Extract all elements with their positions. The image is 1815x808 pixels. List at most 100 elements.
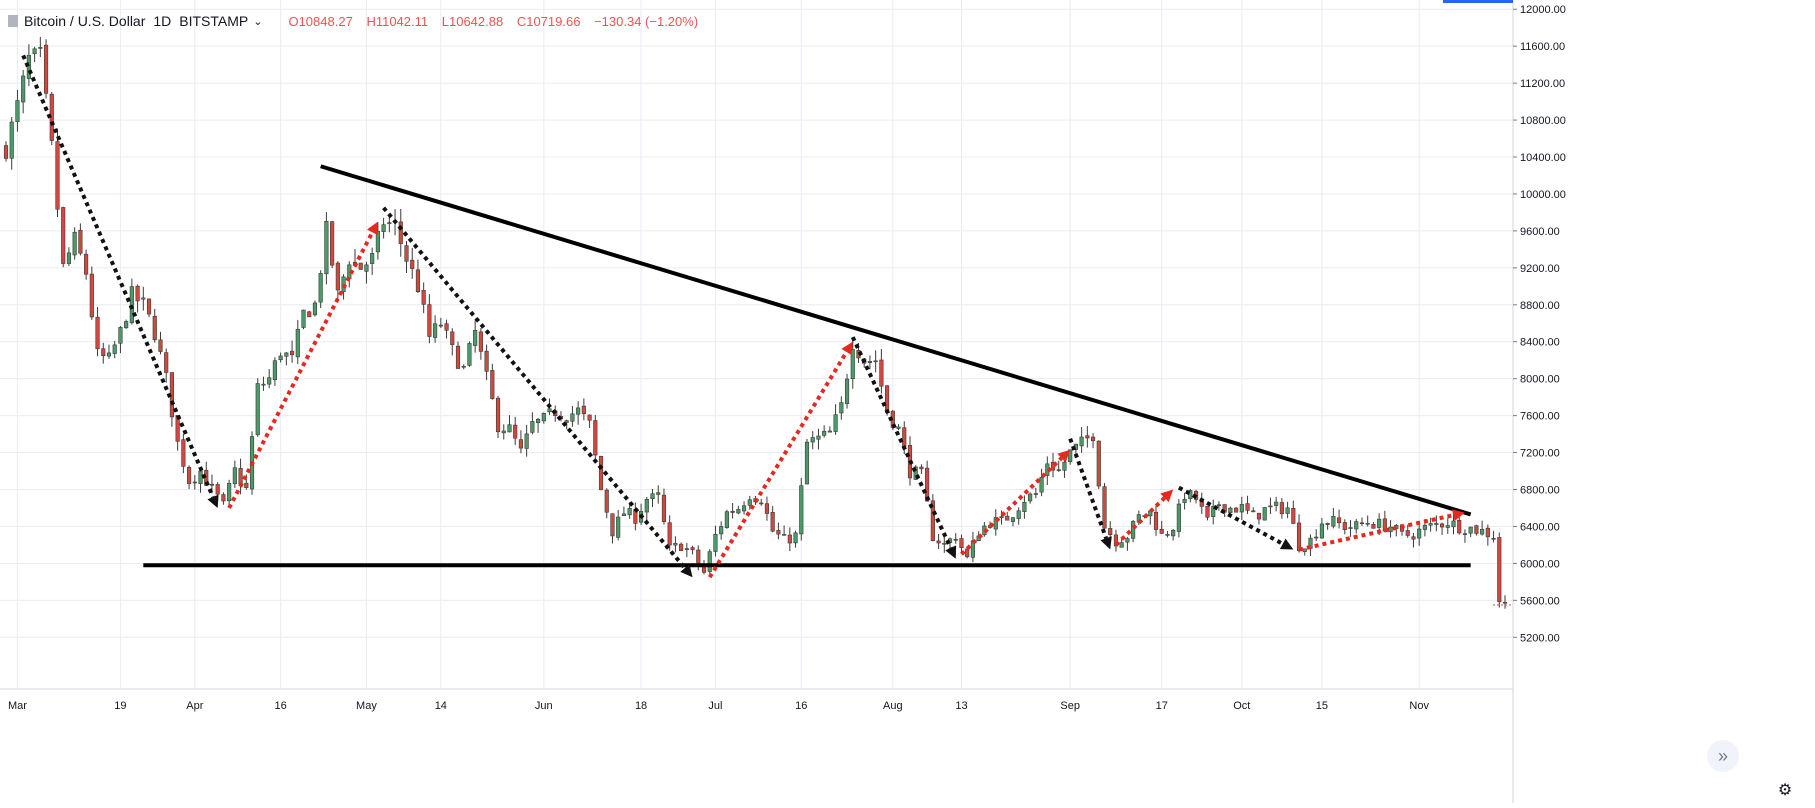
double-chevron-right-icon[interactable]: »	[1707, 740, 1739, 772]
trendline-descending-resistance	[320, 164, 1472, 517]
candle-body	[15, 100, 20, 123]
candle-body	[1354, 521, 1359, 530]
candle-body	[1474, 525, 1479, 534]
candle-body	[867, 361, 873, 363]
candle-body	[141, 297, 146, 300]
arrow-head-icon	[945, 545, 957, 559]
candle-body	[885, 385, 890, 413]
swing-arrow-down	[1068, 438, 1109, 539]
candle-body	[1268, 505, 1273, 508]
candle-body	[238, 468, 243, 485]
candle-body	[1228, 507, 1233, 513]
candle-body	[1337, 517, 1342, 524]
gear-icon[interactable]: ⚙	[1777, 782, 1793, 799]
candle-body	[1485, 527, 1490, 538]
candle-body	[272, 360, 277, 380]
candle-body	[307, 311, 312, 318]
candle-body	[787, 534, 792, 544]
candle-body	[713, 533, 718, 552]
candle-body	[1090, 436, 1096, 442]
candle-body	[661, 494, 667, 522]
price-tick-label: 12000.00	[1520, 4, 1566, 16]
candle-body	[1056, 469, 1061, 471]
candle-body	[1153, 511, 1159, 530]
candle-body	[1405, 530, 1410, 536]
arrow-head-icon	[841, 341, 853, 356]
candle-body	[1039, 476, 1044, 493]
candle-body	[667, 522, 672, 546]
candle-body	[1079, 436, 1084, 447]
candle-body	[1319, 523, 1324, 539]
candle-body	[1256, 512, 1262, 520]
arrow-head-icon	[1057, 449, 1071, 463]
candle-body	[524, 433, 529, 449]
candle-body	[679, 543, 684, 551]
candle-body	[936, 540, 941, 544]
candle-body	[730, 510, 735, 513]
candle-body	[312, 302, 318, 316]
symbol-legend[interactable]: Bitcoin / U.S. Dollar 1D BITSTAMP ⌄ O108…	[8, 10, 708, 32]
candle-body	[278, 355, 283, 361]
candle-body	[1325, 523, 1330, 525]
candle-body	[610, 513, 615, 537]
candle-body	[129, 286, 134, 324]
price-tick-label: 10000.00	[1520, 189, 1566, 201]
time-tick-label: 16	[275, 700, 287, 712]
candle-body	[364, 264, 369, 272]
price-tick-label: 9600.00	[1520, 226, 1560, 238]
candle-body	[1302, 548, 1307, 552]
candle-body	[21, 75, 26, 103]
candle-body	[902, 427, 907, 447]
candle-body	[198, 470, 203, 484]
exchange-label[interactable]: BITSTAMP	[179, 13, 249, 29]
candle-body	[501, 430, 506, 434]
time-tick-label: Apr	[186, 700, 203, 712]
candle-body	[507, 424, 512, 433]
candle-body	[26, 55, 31, 79]
candle-body	[209, 483, 215, 486]
candle-body	[656, 492, 661, 495]
candle-body	[3, 145, 9, 159]
candle-body	[1033, 493, 1038, 495]
price-tick-label: 8000.00	[1520, 374, 1560, 386]
candle-body	[1451, 520, 1456, 528]
candle-body	[650, 493, 655, 499]
candle-body	[455, 345, 461, 369]
interval-label[interactable]: 1D	[153, 13, 172, 29]
candle-body	[267, 377, 272, 385]
time-tick-label: May	[356, 700, 377, 712]
candle-body	[833, 414, 838, 432]
candle-body	[484, 350, 489, 372]
candle-body	[759, 502, 764, 505]
candle-body	[930, 500, 935, 541]
candle-body	[1211, 506, 1216, 517]
candle-body	[913, 466, 918, 480]
candle-body	[1428, 523, 1433, 526]
candle-body	[1502, 601, 1508, 604]
open-value: O10848.27	[288, 13, 353, 29]
candle-body	[32, 48, 37, 54]
candle-body	[1365, 522, 1370, 525]
candle-body	[1016, 510, 1021, 519]
candle-body	[1480, 528, 1485, 535]
candle-body	[84, 253, 89, 275]
candle-body	[799, 485, 804, 535]
candle-body	[221, 494, 226, 502]
candle-body	[581, 405, 586, 415]
price-tick-label: 11600.00	[1520, 41, 1565, 53]
candle-body	[187, 466, 192, 484]
candle-body	[1205, 505, 1210, 518]
candle-body	[101, 348, 106, 356]
candle-body	[530, 421, 535, 433]
candle-body	[1291, 508, 1296, 524]
candle-body	[1491, 538, 1496, 540]
candle-body	[1348, 527, 1353, 529]
candle-body	[135, 285, 140, 302]
candle-body	[1342, 522, 1347, 530]
symbol-title[interactable]: Bitcoin / U.S. Dollar	[24, 13, 146, 29]
candle-body	[181, 439, 186, 467]
chevron-down-icon[interactable]: ⌄	[253, 15, 263, 28]
candle-body	[724, 511, 729, 528]
